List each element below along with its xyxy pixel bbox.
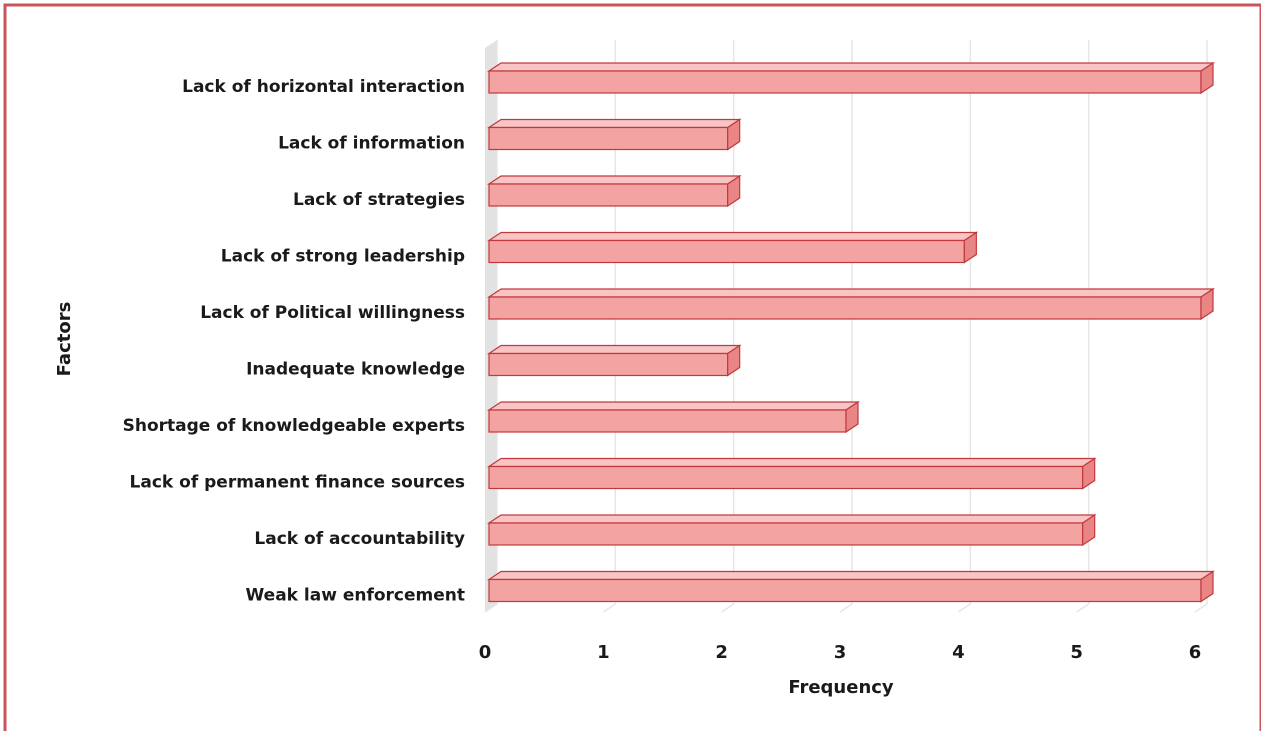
gridline-floor-3 (839, 603, 853, 613)
x-tick-labels: 0 1 2 3 4 5 6 (479, 642, 1202, 663)
bar-end-face (845, 400, 859, 434)
bar-front-face (488, 409, 847, 433)
bar-top-face (487, 570, 1215, 581)
bar-front-face (488, 522, 1084, 546)
x-tick-label: 4 (952, 642, 965, 663)
bar-end-face (1082, 457, 1096, 490)
bar-top-face (487, 457, 1097, 468)
category-label: Lack of permanent finance sources (130, 473, 465, 493)
chart-border (3, 3, 1261, 731)
gridline-floor-5 (1076, 603, 1090, 613)
bar-2 (487, 118, 742, 151)
bar-1 (487, 61, 1215, 95)
gridline-floor-6 (1194, 603, 1208, 613)
bar-end-face (1082, 513, 1096, 547)
bar-3 (487, 174, 742, 208)
bar-top-face (487, 118, 742, 129)
bar-top-face (487, 62, 1215, 72)
gridline-floor-1 (602, 603, 616, 613)
gridline-floor-4 (957, 603, 971, 613)
x-tick-label: 3 (834, 642, 847, 663)
gridline-floor-2 (721, 603, 735, 613)
bar-top-face (487, 231, 979, 242)
bar-front-face (488, 239, 965, 264)
bar-9 (487, 513, 1097, 547)
category-label: Lack of strong leadership (221, 247, 465, 267)
x-tick-label: 0 (479, 642, 492, 663)
bar-6 (487, 344, 742, 377)
bar-front-face (488, 352, 729, 377)
x-tick-label: 1 (597, 642, 610, 663)
category-label: Inadequate knowledge (246, 360, 465, 380)
bar-front-face (488, 70, 1202, 94)
x-axis-title: Frequency (788, 677, 894, 698)
category-label: Lack of horizontal interaction (182, 77, 465, 97)
bar-4 (487, 231, 979, 264)
bar-front-face (488, 296, 1202, 320)
category-labels: Lack of horizontal interaction Lack of in… (123, 77, 465, 606)
bar-top-face (487, 344, 742, 355)
category-label: Lack of strategies (293, 190, 465, 210)
bar-top-face (487, 514, 1097, 524)
category-label: Shortage of knowledgeable experts (123, 416, 465, 436)
bar-7 (487, 400, 860, 434)
bar-end-face (1200, 570, 1214, 603)
category-label: Weak law enforcement (246, 586, 465, 606)
x-tick-label: 5 (1070, 642, 1083, 663)
bar-end-face (727, 344, 741, 377)
bar-front-face (488, 465, 1084, 490)
x-tick-label: 6 (1189, 642, 1202, 663)
category-label: Lack of Political willingness (200, 303, 465, 323)
bars (487, 61, 1215, 603)
bar-front-face (488, 183, 729, 207)
bar-front-face (488, 578, 1202, 603)
bar-end-face (727, 174, 741, 208)
bar-end-face (1200, 61, 1214, 95)
bar-end-face (963, 231, 977, 264)
y-axis-title: Factors (54, 302, 75, 377)
bar-8 (487, 457, 1097, 490)
bar-5 (487, 287, 1215, 321)
gridline-floor-0 (484, 603, 498, 613)
category-label: Lack of information (278, 134, 465, 154)
bar-10 (487, 570, 1215, 603)
x-tick-label: 2 (715, 642, 728, 663)
category-label: Lack of accountability (254, 529, 465, 549)
bar-top-face (487, 288, 1215, 298)
bar-top-face (487, 401, 860, 411)
bar-end-face (1200, 287, 1214, 321)
bar-end-face (727, 118, 741, 151)
bar-front-face (488, 126, 729, 151)
bar-top-face (487, 175, 742, 185)
